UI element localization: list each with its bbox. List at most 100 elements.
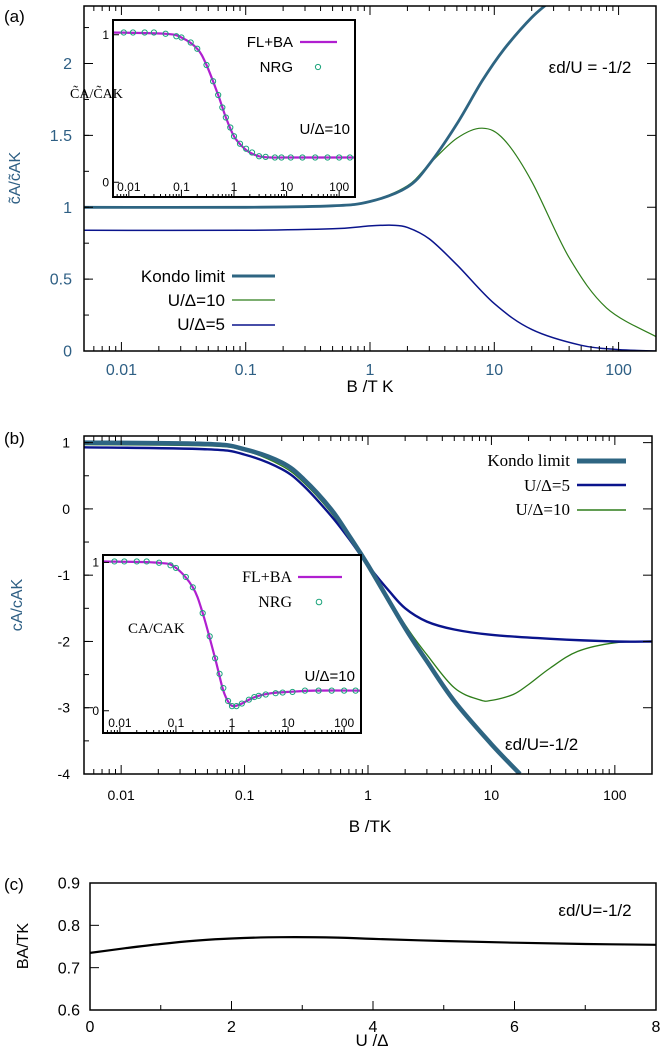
y-tick-label: 1.5 <box>50 128 72 145</box>
y-tick-label: 0.9 <box>58 876 80 893</box>
series-bi-nrg-point <box>228 703 236 710</box>
x-tick-label: 0.01 <box>108 716 132 730</box>
series-c-ba <box>90 936 656 954</box>
series-ai-nrg-point <box>219 104 226 111</box>
series-bi-nrg-point <box>182 573 189 581</box>
x-tick-label: 8 <box>652 1019 661 1036</box>
x-tick-label: 0.01 <box>117 180 141 194</box>
panel-b-annotation: εd/U=-1/2 <box>505 735 578 754</box>
series-ai-nrg-point <box>203 61 210 69</box>
inset-a-note: U/Δ=10 <box>300 121 350 138</box>
legend-b-u10-label: U/Δ=10 <box>515 500 570 519</box>
y-tick-label: 0.5 <box>50 272 72 289</box>
legend-bi-nrg-swatch <box>315 598 323 606</box>
series-bi-nrg-point <box>206 633 213 640</box>
x-tick-label: 1 <box>229 716 236 730</box>
series-bi-nrg-point <box>189 584 196 591</box>
panel-b-ylabel: cA/cAK <box>9 578 26 631</box>
legend-ai-nrg-swatch <box>314 63 322 71</box>
series-ai-nrg-point <box>222 114 229 121</box>
panel-c-frame <box>89 882 657 1011</box>
panel-b-xlabel: B /TK <box>349 817 392 836</box>
series-bi-nrg-point <box>172 564 180 572</box>
y-tick-label: -4 <box>58 766 71 782</box>
panel-b: (b) 0.01 0.1 1 10 100-4-3-2-101 cA/cAK B /TK… <box>4 429 653 836</box>
series-ai-nrg-point <box>230 133 238 140</box>
series-ai-nrg-point <box>215 91 222 99</box>
series-ai-nrg-point <box>248 149 256 156</box>
panel-c-xlabel: U /Δ <box>355 1031 388 1050</box>
y-tick-label: -1 <box>58 567 71 583</box>
panel-b-inset: 0.01 0.1 1 10 100 0 1 CA/CAK U/Δ=10 FL+BA NRG <box>92 554 362 734</box>
series-bi-flba <box>103 560 361 708</box>
series-ai-nrg-point <box>243 145 250 152</box>
series-ai-nrg-point <box>236 140 244 147</box>
series-ai-flba <box>113 31 355 159</box>
y-tick-label: -2 <box>58 633 71 649</box>
series-bi-nrg-point <box>233 703 240 710</box>
series-bi-nrg-point <box>301 687 309 694</box>
x-tick-label: 0.01 <box>108 787 135 803</box>
series-bi-nrg-point <box>289 688 296 696</box>
inset-b-note: U/Δ=10 <box>305 668 355 685</box>
y-tick-label: 0.8 <box>58 918 80 935</box>
series-ai-nrg-point <box>120 29 127 36</box>
legend-bi-flba-label: FL+BA <box>242 569 292 586</box>
panel-c-annotation: εd/U=-1/2 <box>558 901 631 920</box>
series-bi-nrg-point <box>212 655 219 662</box>
y-tick-label: 0 <box>102 175 109 189</box>
x-tick-label: 1 <box>231 180 238 194</box>
panel-c-label: (c) <box>4 875 24 894</box>
series-bi-nrg-point <box>220 684 227 692</box>
panel-a-label: (a) <box>4 7 25 26</box>
series-bi-nrg-point <box>167 562 174 569</box>
x-tick-label: 100 <box>603 787 627 803</box>
panel-a-frame <box>83 5 657 352</box>
y-tick-label: 1 <box>62 435 70 451</box>
x-tick-label: 2 <box>227 1019 236 1036</box>
series-ai-nrg-point <box>336 154 343 161</box>
panel-a-xlabel: B /T K <box>347 377 395 396</box>
y-tick-label: -3 <box>58 700 71 716</box>
legend-a-u5-label: U/Δ=5 <box>177 315 225 334</box>
inset-b-ylabel: CA/CAK <box>128 621 185 637</box>
y-tick-label: 0 <box>62 501 70 517</box>
series-ai-nrg-point <box>227 124 234 131</box>
series-ai-nrg-point <box>178 34 185 41</box>
series-ai-nrg-point <box>271 154 279 161</box>
series-bi-nrg-point <box>155 559 163 566</box>
x-tick-label: 0.01 <box>106 362 137 379</box>
legend-b-kondo-label: Kondo limit <box>487 451 570 470</box>
y-tick-label: 0.7 <box>58 960 80 977</box>
series-bi-nrg-point <box>121 558 128 565</box>
panel-c: (c) 0 2 4 6 8 0.6 0.7 0.8 0.9 BA/TK U /Δ εd/U=-1… <box>4 875 661 1050</box>
y-tick-label: 1 <box>63 200 72 217</box>
x-tick-label: 0.1 <box>173 180 190 194</box>
panel-a-inset: 0.01 0.1 1 10 100 0 1 C̃A/C̃AK U/Δ=10 FL+BA NR… <box>70 19 356 198</box>
x-tick-label: 10 <box>484 787 500 803</box>
series-b-u10 <box>84 443 652 702</box>
series-bi-nrg-point <box>255 692 262 699</box>
y-tick-label: 2 <box>63 56 72 73</box>
inset-a-background <box>113 20 355 197</box>
x-tick-label: 10 <box>280 180 294 194</box>
legend-b-u5-label: U/Δ=5 <box>524 476 570 495</box>
x-tick-label: 100 <box>329 180 349 194</box>
series-bi-nrg-point <box>199 610 206 617</box>
series-ai-nrg-point <box>262 153 269 160</box>
series-ai-nrg-point <box>194 45 201 52</box>
series-a-kondo <box>84 6 547 209</box>
panel-b-legend: Kondo limit U/Δ=5 U/Δ=10 <box>487 451 626 519</box>
series-bi-nrg-point <box>272 690 279 697</box>
series-ai-nrg-point <box>312 154 319 161</box>
x-tick-label: 0 <box>86 1019 95 1036</box>
series-ai-nrg-point <box>255 153 263 160</box>
series-ai-nrg-point <box>150 29 158 36</box>
series-ai-nrg-point <box>187 39 194 46</box>
inset-a-ylabel: C̃A/C̃AK <box>70 85 123 102</box>
series-a-u5 <box>84 224 656 351</box>
series-bi-nrg-point <box>111 558 118 565</box>
series-bi-nrg-point <box>224 697 232 705</box>
series-bi-nrg-point <box>245 696 252 703</box>
